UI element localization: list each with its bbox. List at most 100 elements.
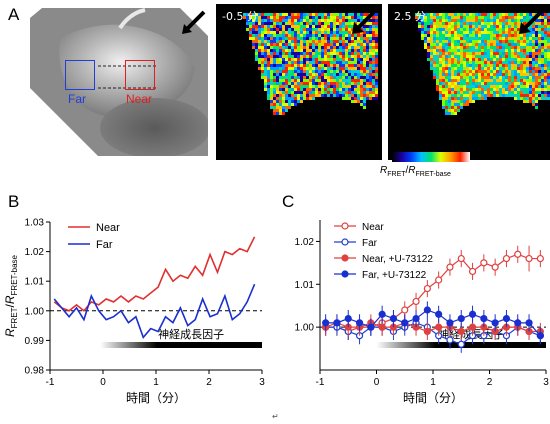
- heatmap-pixel: [508, 19, 511, 22]
- heatmap-pixel: [538, 79, 541, 82]
- heatmap-pixel: [454, 109, 457, 112]
- heatmap-pixel: [291, 40, 294, 43]
- heatmap-pixel: [288, 91, 291, 94]
- heatmap-pixel: [538, 31, 541, 34]
- heatmap-pixel: [357, 73, 360, 76]
- heatmap-pixel: [445, 16, 448, 19]
- heatmap-pixel: [547, 55, 550, 58]
- heatmap-pixel: [372, 61, 375, 64]
- heatmap-pixel: [303, 49, 306, 52]
- heatmap-pixel: [363, 97, 366, 100]
- heatmap-pixel: [318, 22, 321, 25]
- heatmap-pixel: [345, 37, 348, 40]
- heatmap-pixel: [535, 91, 538, 94]
- heatmap-pixel: [255, 58, 258, 61]
- heatmap-pixel: [300, 37, 303, 40]
- heatmap-pixel: [306, 73, 309, 76]
- heatmap-pixel: [252, 46, 255, 49]
- heatmap-pixel: [315, 55, 318, 58]
- heatmap-pixel: [309, 76, 312, 79]
- heatmap-pixel: [330, 79, 333, 82]
- heatmap-pixel: [312, 28, 315, 31]
- neighbor-cell: [100, 98, 208, 156]
- heatmap-pixel: [433, 49, 436, 52]
- heatmap-pixel: [454, 100, 457, 103]
- heatmap-pixel: [436, 13, 439, 16]
- heatmap-pixel: [375, 88, 378, 91]
- heatmap-pixel: [258, 22, 261, 25]
- heatmap-pixel: [466, 31, 469, 34]
- heatmap-pixel: [538, 73, 541, 76]
- heatmap-pixel: [279, 109, 282, 112]
- heatmap-pixel: [460, 85, 463, 88]
- heatmap-pixel: [499, 73, 502, 76]
- heatmap-pixel: [348, 46, 351, 49]
- legend-label: Far: [362, 238, 378, 249]
- heatmap-pixel: [261, 52, 264, 55]
- heatmap-pixel: [472, 43, 475, 46]
- heatmap-pixel: [421, 31, 424, 34]
- heatmap-pixel: [532, 64, 535, 67]
- heatmap-pixel: [291, 43, 294, 46]
- x-axis-label: 時間（分）: [403, 391, 463, 405]
- x-tick-label: 0: [100, 377, 106, 388]
- heatmap-pixel: [264, 31, 267, 34]
- heatmap-pixel: [315, 91, 318, 94]
- heatmap-pixel: [306, 58, 309, 61]
- heatmap-pixel: [282, 82, 285, 85]
- heatmap-pixel: [291, 73, 294, 76]
- heatmap-pixel: [360, 61, 363, 64]
- heatmap-pixel: [354, 88, 357, 91]
- time-label-after: 2.5 分: [394, 10, 426, 23]
- heatmap-pixel: [324, 13, 327, 16]
- heatmap-pixel: [375, 49, 378, 52]
- heatmap-pixel: [499, 82, 502, 85]
- arrow-icon: [519, 10, 543, 34]
- heatmap-pixel: [264, 70, 267, 73]
- heatmap-pixel: [354, 49, 357, 52]
- heatmap-pixel: [454, 61, 457, 64]
- heatmap-pixel: [327, 52, 330, 55]
- heatmap-pixel: [484, 97, 487, 100]
- heatmap-pixel: [448, 82, 451, 85]
- heatmap-pixel: [481, 79, 484, 82]
- heatmap-pixel: [445, 52, 448, 55]
- heatmap-pixel: [478, 70, 481, 73]
- heatmap-pixel: [505, 37, 508, 40]
- heatmap-pixel: [363, 13, 366, 16]
- heatmap-pixel: [460, 58, 463, 61]
- heatmap-pixel: [538, 19, 541, 22]
- heatmap-pixel: [321, 79, 324, 82]
- heatmap-pixel: [336, 76, 339, 79]
- heatmap-pixel: [285, 16, 288, 19]
- heatmap-pixel: [520, 67, 523, 70]
- heatmap-pixel: [502, 25, 505, 28]
- heatmap-pixel: [463, 100, 466, 103]
- heatmap-pixel: [508, 16, 511, 19]
- heatmap-pixel: [282, 46, 285, 49]
- heatmap-pixel: [333, 13, 336, 16]
- heatmap-pixel: [339, 19, 342, 22]
- heatmap-pixel: [354, 67, 357, 70]
- heatmap-pixel: [288, 58, 291, 61]
- heatmap-pixel: [264, 85, 267, 88]
- heatmap-pixel: [318, 64, 321, 67]
- heatmap-pixel: [487, 91, 490, 94]
- heatmap-pixel: [282, 43, 285, 46]
- heatmap-pixel: [448, 79, 451, 82]
- heatmap-pixel: [294, 28, 297, 31]
- heatmap-pixel: [291, 76, 294, 79]
- heatmap-pixel: [309, 37, 312, 40]
- heatmap-pixel: [339, 28, 342, 31]
- data-point: [446, 336, 454, 344]
- heatmap-pixel: [481, 70, 484, 73]
- heatmap-pixel: [363, 31, 366, 34]
- heatmap-pixel: [345, 61, 348, 64]
- heatmap-pixel: [366, 25, 369, 28]
- heatmap-pixel: [303, 19, 306, 22]
- heatmap-pixel: [279, 28, 282, 31]
- heatmap-pixel: [354, 40, 357, 43]
- heatmap-pixel: [360, 88, 363, 91]
- heatmap-pixel: [424, 43, 427, 46]
- heatmap-pixel: [288, 100, 291, 103]
